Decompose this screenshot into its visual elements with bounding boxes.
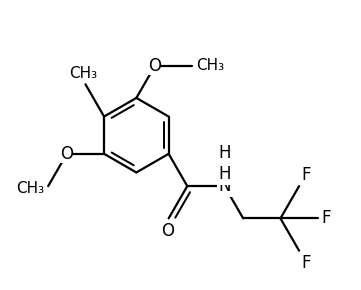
Text: F: F bbox=[322, 209, 331, 227]
Text: H
N: H N bbox=[218, 144, 231, 183]
Text: O: O bbox=[148, 57, 161, 75]
Text: CH₃: CH₃ bbox=[16, 181, 44, 195]
Text: N: N bbox=[218, 177, 231, 195]
Text: F: F bbox=[301, 166, 310, 184]
Text: F: F bbox=[301, 254, 310, 272]
Text: O: O bbox=[60, 145, 73, 163]
Text: O: O bbox=[161, 222, 174, 240]
Text: CH₃: CH₃ bbox=[196, 58, 224, 73]
Text: CH₃: CH₃ bbox=[69, 66, 97, 81]
Text: H: H bbox=[218, 165, 231, 183]
